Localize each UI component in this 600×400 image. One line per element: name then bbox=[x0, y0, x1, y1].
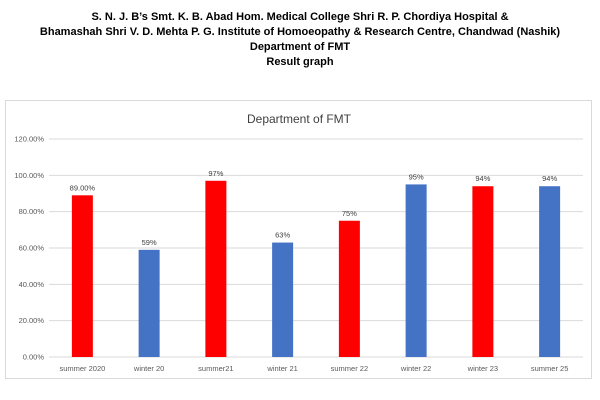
x-axis: summer 2020 winter 20 summer21 winter 21 sum… bbox=[59, 364, 568, 373]
y-tick-label: 0.00% bbox=[23, 353, 45, 362]
data-label: 94% bbox=[542, 174, 557, 183]
y-axis: 0.00% 20.00% 40.00% 60.00% 80.00% 100.00% 120.… bbox=[14, 135, 44, 362]
data-label: 95% bbox=[409, 172, 424, 181]
x-tick-label: winter 21 bbox=[266, 364, 297, 373]
x-tick-label: winter 23 bbox=[467, 364, 498, 373]
chart-title: Department of FMT bbox=[247, 112, 352, 126]
y-tick-label: 60.00% bbox=[19, 244, 45, 253]
y-tick-label: 80.00% bbox=[19, 207, 45, 216]
bar bbox=[405, 184, 427, 357]
y-tick-label: 100.00% bbox=[14, 171, 44, 180]
data-label: 63% bbox=[275, 231, 290, 240]
bar bbox=[539, 186, 561, 357]
report-subtitle: Result graph bbox=[266, 56, 334, 68]
bars bbox=[71, 180, 561, 357]
gridlines bbox=[49, 138, 583, 358]
x-tick-label: summer21 bbox=[198, 364, 233, 373]
x-tick-label: summer 22 bbox=[331, 364, 369, 373]
y-tick-label: 20.00% bbox=[19, 316, 45, 325]
department-name: Department of FMT bbox=[249, 41, 351, 53]
data-label: 59% bbox=[142, 238, 157, 247]
data-label: 89.00% bbox=[70, 183, 96, 192]
data-label: 97% bbox=[208, 169, 223, 178]
data-label: 94% bbox=[475, 174, 490, 183]
y-tick-label: 40.00% bbox=[19, 280, 45, 289]
x-tick-label: winter 22 bbox=[400, 364, 431, 373]
x-tick-label: summer 25 bbox=[531, 364, 569, 373]
x-tick-label: winter 20 bbox=[133, 364, 164, 373]
bar bbox=[138, 249, 160, 357]
x-tick-label: summer 2020 bbox=[59, 364, 105, 373]
data-labels: 89.00% 59% 97% 63% 75% 95% 94% 94% bbox=[70, 169, 558, 247]
institution-name-line2: Bhamashah Shri V. D. Mehta P. G. Institu… bbox=[39, 26, 561, 38]
data-label: 75% bbox=[342, 209, 357, 218]
bar bbox=[338, 220, 360, 357]
report-heading: S. N. J. B’s Smt. K. B. Abad Hom. Medica… bbox=[0, 10, 600, 70]
chart-frame: Department of FMT 0.00% 20.00% 40.00% 60.00… bbox=[5, 100, 592, 379]
bar bbox=[472, 186, 494, 357]
bar bbox=[272, 242, 294, 357]
institution-name-line1: S. N. J. B’s Smt. K. B. Abad Hom. Medica… bbox=[91, 11, 509, 23]
bar bbox=[71, 195, 93, 357]
y-tick-label: 120.00% bbox=[14, 135, 44, 144]
bar-chart: Department of FMT 0.00% 20.00% 40.00% 60.00… bbox=[14, 112, 583, 373]
bar bbox=[205, 180, 227, 357]
